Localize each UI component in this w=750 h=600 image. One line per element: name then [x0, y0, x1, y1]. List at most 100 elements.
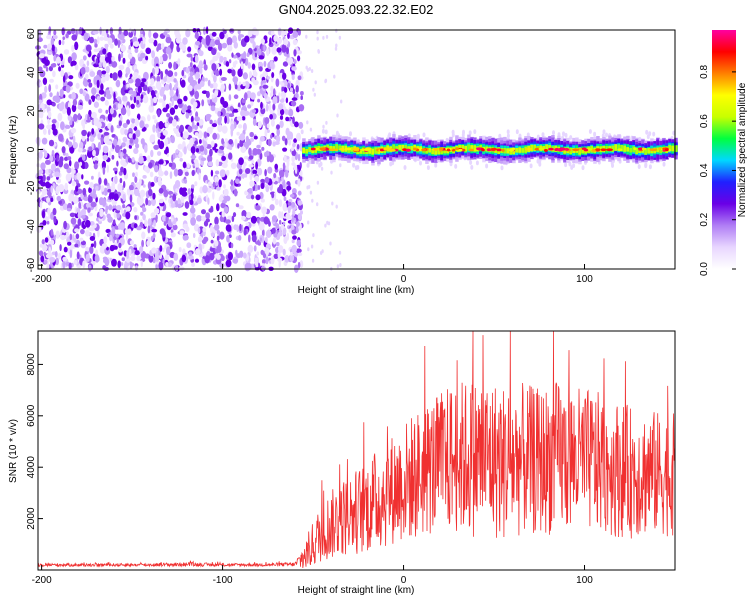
- spectrogram-band-cell: [326, 144, 330, 151]
- spectrogram-band-cell: [581, 165, 585, 171]
- spectrogram-noise-cell: [257, 167, 263, 176]
- spectrogram-noise-cell: [235, 178, 240, 184]
- spectrogram-noise-cell: [194, 54, 199, 64]
- spectrogram-band-cell: [623, 145, 627, 152]
- spectrogram-noise-cell: [232, 258, 239, 264]
- spectrogram-noise-cell: [153, 39, 158, 47]
- spectrogram-noise-cell: [134, 215, 138, 220]
- spectrogram-noise-cell: [55, 230, 60, 239]
- spectrogram-noise-cell: [282, 147, 288, 152]
- spectrogram-noise-cell: [237, 29, 241, 35]
- spectrogram-noise-cell: [149, 171, 154, 178]
- spectrogram-noise-cell: [144, 123, 149, 128]
- spectrogram-noise-cell: [81, 129, 87, 137]
- spectrogram-noise-cell: [49, 154, 54, 162]
- spectrogram-noise-cell: [291, 244, 298, 254]
- spectrogram-noise-cell: [300, 95, 304, 100]
- spectrogram-noise-cell: [150, 149, 154, 158]
- spectrogram-band-cell: [344, 147, 352, 151]
- spectrogram-noise-cell: [298, 121, 304, 129]
- spectrogram-noise-cell: [106, 246, 109, 251]
- spectrogram-noise-cell: [98, 197, 104, 206]
- spectrogram-noise-cell: [268, 154, 275, 163]
- spectrogram-noise-cell: [102, 166, 106, 175]
- spectrogram-noise-cell: [43, 259, 48, 265]
- spectrogram-noise-cell: [165, 262, 169, 267]
- spectrogram-noise-cell: [267, 138, 272, 147]
- spectrogram-noise-cell: [68, 160, 72, 167]
- spectrogram-noise-cell: [196, 215, 202, 222]
- spectrogram-noise-cell: [82, 187, 87, 196]
- spectrogram-noise-cell: [289, 87, 294, 93]
- spectrogram-noise-cell: [194, 124, 198, 130]
- spectrogram-noise-cell: [247, 29, 253, 37]
- spectrogram-noise-cell: [236, 116, 243, 122]
- spectrogram-noise-cell: [83, 196, 89, 202]
- spectrogram-noise-cell: [241, 98, 246, 104]
- spectrogram-noise-cell: [48, 246, 52, 255]
- spectrogram-noise-cell: [279, 184, 283, 191]
- spectrogram-noise-cell: [69, 249, 73, 259]
- spectrogram-noise-cell: [130, 123, 135, 129]
- spectrogram-noise-cell: [214, 223, 220, 231]
- spectrogram-band-cell: [605, 132, 608, 138]
- spectrogram-noise-cell: [99, 26, 102, 35]
- spectrogram-noise-cell: [52, 35, 58, 40]
- spectrogram-noise-cell: [246, 52, 250, 57]
- spectrogram-noise-cell: [178, 246, 182, 253]
- spectrogram-band-cell: [606, 148, 613, 152]
- spectrogram-noise-cell: [266, 76, 271, 80]
- spectrogram-noise-cell: [125, 66, 131, 75]
- spectrogram-noise-cell: [139, 246, 144, 254]
- spectrogram-band-cell: [506, 133, 510, 139]
- spectrogram-noise-cell: [148, 162, 153, 169]
- spectrogram-noise-cell: [125, 206, 131, 212]
- spectrogram-band-cell: [335, 144, 339, 151]
- spectrogram-band-cell: [564, 132, 568, 138]
- spectrogram-noise-cell: [216, 245, 222, 253]
- spectrogram-noise-cell: [187, 76, 194, 84]
- spectrogram-noise-cell: [306, 185, 309, 190]
- spectrogram-noise-cell: [229, 28, 234, 33]
- spectrogram-noise-cell: [314, 80, 317, 85]
- spectrogram-noise-cell: [338, 250, 342, 255]
- spectrogram-band-cell: [350, 147, 354, 152]
- spectrogram-noise-cell: [164, 83, 170, 91]
- spectrogram-noise-cell: [85, 246, 90, 252]
- spectrogram-noise-cell: [280, 211, 284, 220]
- spectrogram-noise-cell: [160, 70, 164, 80]
- spectrogram-noise-cell: [205, 113, 212, 118]
- spectrogram-band-cell: [538, 147, 544, 151]
- spectrogram-noise-cell: [201, 38, 206, 45]
- spectrogram-noise-cell: [236, 84, 242, 92]
- spectrogram-noise-cell: [48, 128, 51, 136]
- spectrogram-noise-cell: [236, 224, 239, 233]
- spectrogram-noise-cell: [306, 120, 309, 125]
- spectrogram-noise-cell: [133, 148, 139, 154]
- spectrogram-band-cell: [617, 144, 621, 151]
- spectrogram-noise-cell: [325, 120, 328, 125]
- spectrogram-noise-cell: [51, 163, 56, 172]
- spectrogram-noise-cell: [118, 242, 122, 249]
- spectrogram-noise-cell: [222, 199, 228, 204]
- spectrogram-noise-cell: [96, 121, 102, 129]
- spectrogram-y-ticks: -60 -40 -20 0 20 40 60: [26, 28, 43, 272]
- spectrogram-noise-cell: [242, 252, 247, 259]
- spectrogram-noise-cell: [248, 164, 254, 168]
- spectrogram-noise-cell: [211, 48, 217, 56]
- spectrogram-band-cell: [658, 147, 662, 151]
- spectrogram-noise-cell: [91, 175, 94, 180]
- spectrogram-noise-cell: [255, 205, 261, 211]
- spectrogram-noise-cell: [287, 32, 290, 40]
- spectrogram-noise-cell: [148, 254, 154, 263]
- spectrogram-noise-cell: [272, 103, 276, 111]
- spectrogram-noise-cell: [309, 190, 313, 195]
- spectrogram-noise-cell: [225, 219, 231, 224]
- spectrogram-noise-cell: [224, 33, 229, 39]
- spectrogram-noise-cell: [291, 214, 295, 223]
- spectrogram-noise-cell: [157, 132, 161, 138]
- spectrogram-noise-cell: [85, 202, 92, 208]
- spectrogram-noise-cell: [307, 220, 310, 225]
- spectrogram-noise-cell: [122, 148, 127, 154]
- spectrogram-noise-cell: [109, 192, 113, 200]
